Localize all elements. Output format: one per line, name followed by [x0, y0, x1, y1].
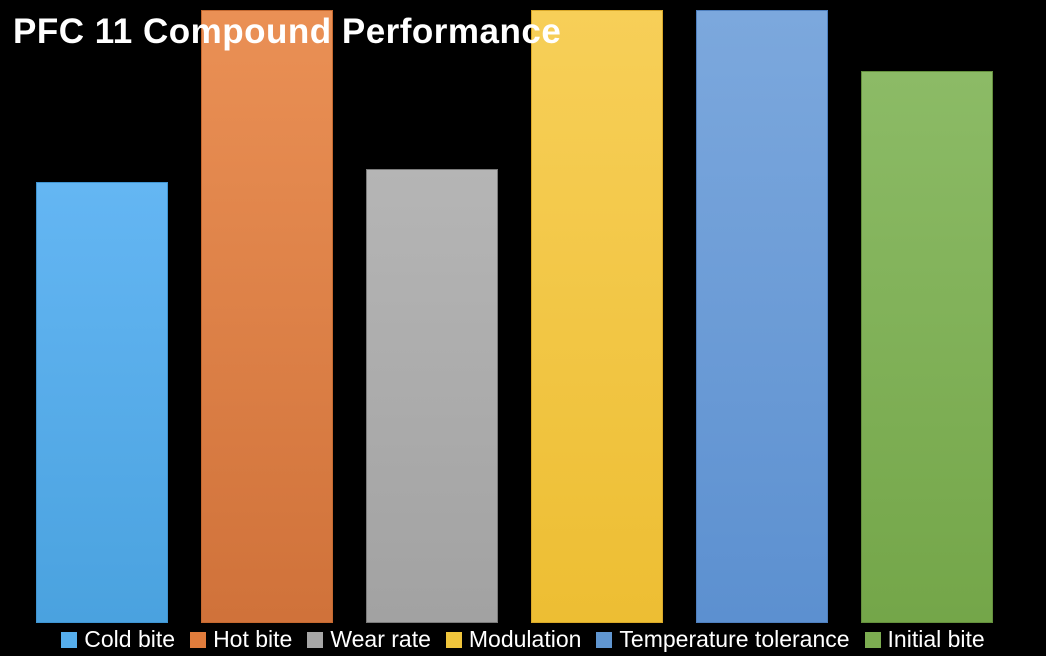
legend-item-cold-bite: Cold bite [61, 628, 175, 651]
legend-swatch-wear-rate [307, 631, 324, 648]
legend-label-temperature-tolerance: Temperature tolerance [619, 626, 850, 652]
legend-swatch-cold-bite [61, 631, 78, 648]
legend-label-hot-bite: Hot bite [213, 626, 293, 652]
legend-label-initial-bite: Initial bite [887, 626, 985, 652]
legend-swatch-initial-bite [864, 631, 881, 648]
legend-item-hot-bite: Hot bite [190, 628, 292, 651]
legend-label-modulation: Modulation [468, 626, 582, 652]
bar-hot-bite [201, 10, 333, 623]
legend: Cold bite Hot bite Wear rate Modulation Temp… [0, 623, 1046, 656]
legend-swatch-temperature-tolerance [596, 631, 613, 648]
legend-item-modulation: Modulation [445, 626, 582, 652]
bar-initial-bite [861, 71, 993, 623]
plot-area [0, 10, 1046, 623]
legend-label-wear-rate: Wear rate [330, 626, 431, 652]
legend-swatch-modulation [445, 631, 462, 648]
bar-temperature-tolerance [696, 10, 828, 623]
legend-item-initial-bite: Initial bite [864, 626, 985, 652]
bar-cold-bite [36, 181, 168, 623]
legend-label-cold-bite: Cold bite [84, 626, 176, 652]
legend-item-wear-rate: Wear rate [307, 628, 431, 651]
bar-wear-rate [366, 169, 498, 623]
legend-item-temperature-tolerance: Temperature tolerance [596, 626, 850, 652]
bar-modulation [531, 10, 663, 623]
legend-swatch-hot-bite [190, 631, 207, 648]
chart-title: PFC 11 Compound Performance [13, 12, 562, 51]
